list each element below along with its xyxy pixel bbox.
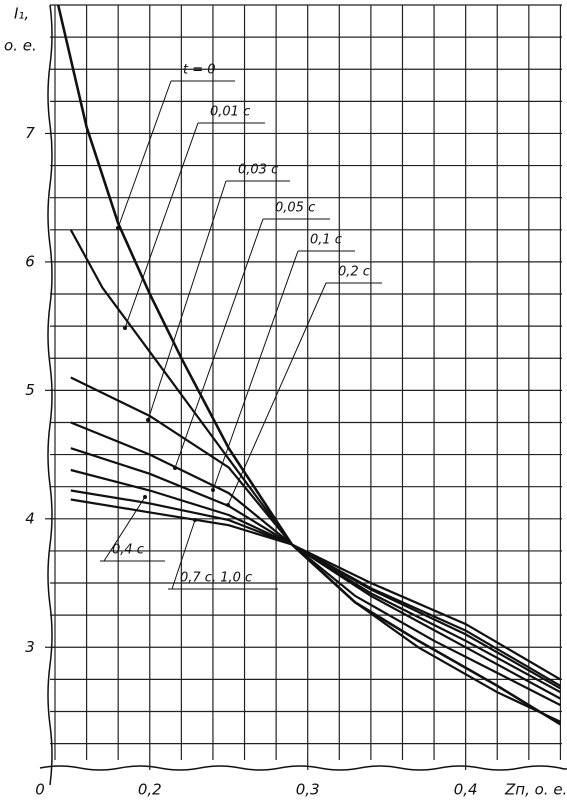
curve <box>70 447 561 694</box>
curve-label: t = 0 <box>183 63 216 78</box>
x-axis-break <box>39 765 567 771</box>
leader-tip <box>146 418 150 422</box>
curve <box>69 229 561 723</box>
leader-line <box>147 180 227 421</box>
leader-tip <box>226 503 230 507</box>
leader-line <box>171 519 196 590</box>
curve-label: 0,1 с <box>310 233 342 248</box>
curve-label: 0,7 с, 1,0 с <box>180 571 252 586</box>
leader-tip <box>116 226 120 230</box>
origin-label: 0 <box>35 781 45 799</box>
y-tick-label: 5 <box>25 381 35 399</box>
curve <box>70 498 561 681</box>
y-tick-label: 4 <box>25 509 35 527</box>
leader-tip <box>143 495 147 499</box>
y-label-unit: о. е. <box>4 37 37 55</box>
curve <box>56 4 562 726</box>
leader-tip <box>173 466 177 470</box>
y-tick-label: 3 <box>25 638 35 656</box>
leader-line <box>174 218 264 469</box>
leader-line <box>212 250 299 491</box>
curve <box>70 376 561 707</box>
leader-line <box>227 282 327 506</box>
curve-label: 0,01 с <box>210 105 250 120</box>
curve <box>70 489 561 687</box>
y-tick-label: 7 <box>25 124 35 142</box>
leader-line <box>117 80 172 229</box>
y-label: I₁, <box>14 5 29 23</box>
curve-label: 0,4 с <box>112 543 144 558</box>
y-tick-label: 6 <box>25 252 35 270</box>
y-axis-break <box>47 4 53 786</box>
x-tick-label: 0,4 <box>454 781 478 799</box>
leader-tip <box>193 518 197 522</box>
curve-label: 0,03 с <box>238 163 278 178</box>
x-tick-label: 0,3 <box>296 781 320 799</box>
leader-line <box>124 122 199 329</box>
curve-label: 0,2 с <box>338 265 370 280</box>
x-tick-label: 0,2 <box>138 781 162 799</box>
leader-line <box>103 496 146 562</box>
curve-label: 0,05 с <box>275 201 315 216</box>
leader-tip <box>123 326 127 330</box>
leader-tip <box>211 488 215 492</box>
x-label: Zп, о. е. <box>504 781 567 799</box>
